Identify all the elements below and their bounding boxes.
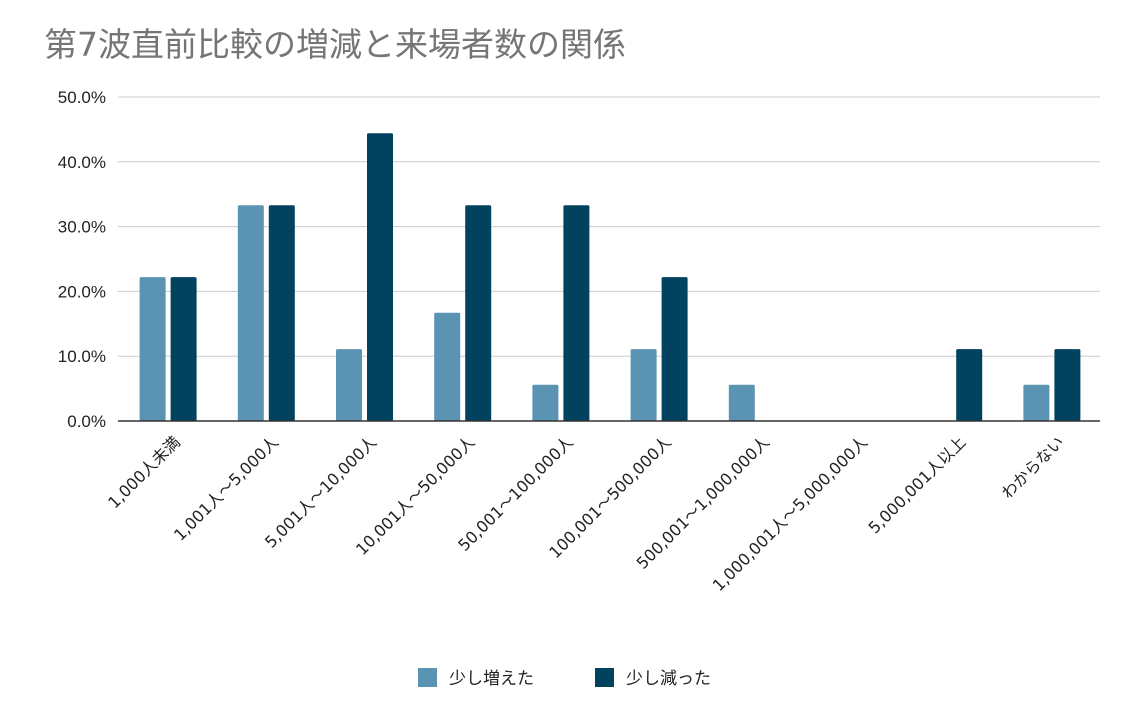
- x-tick-label: 1,000人未満: [104, 432, 184, 512]
- bar-decrease: [563, 205, 590, 421]
- legend-label: 少し減った: [626, 669, 711, 689]
- y-tick-label: 0.0%: [67, 412, 106, 431]
- y-tick-label: 20.0%: [58, 282, 106, 301]
- bar-decrease: [170, 277, 197, 421]
- bar-decrease: [661, 277, 688, 421]
- x-tick-label: わからない: [998, 432, 1068, 502]
- bar-increase: [630, 349, 657, 421]
- bar-increase: [139, 277, 166, 421]
- bar-increase: [336, 349, 362, 421]
- bar-increase: [532, 384, 559, 421]
- bar-decrease: [1054, 349, 1081, 421]
- bar-increase: [1023, 384, 1050, 421]
- bar-decrease: [956, 349, 983, 421]
- bar-increase: [728, 384, 755, 421]
- legend-swatch: [595, 668, 614, 687]
- y-tick-label: 30.0%: [58, 218, 106, 237]
- x-tick-label: 5,000,001人以上: [865, 432, 970, 537]
- chart-title: 第7波直前比較の増減と来場者数の関係: [44, 25, 626, 64]
- bar-decrease: [465, 205, 492, 421]
- legend-label: 少し増えた: [449, 669, 534, 689]
- bar-increase: [237, 205, 264, 421]
- x-tick-label: 1,000,001人～5,000,000人: [709, 432, 872, 595]
- legend-swatch: [418, 668, 437, 687]
- bar-decrease: [268, 205, 295, 421]
- y-tick-label: 50.0%: [58, 88, 106, 107]
- y-tick-label: 10.0%: [58, 347, 106, 366]
- bar-increase: [434, 312, 461, 421]
- y-tick-label: 40.0%: [58, 153, 106, 172]
- bar-decrease: [367, 133, 393, 421]
- x-tick-label: 1,001人～5,000人: [170, 432, 282, 544]
